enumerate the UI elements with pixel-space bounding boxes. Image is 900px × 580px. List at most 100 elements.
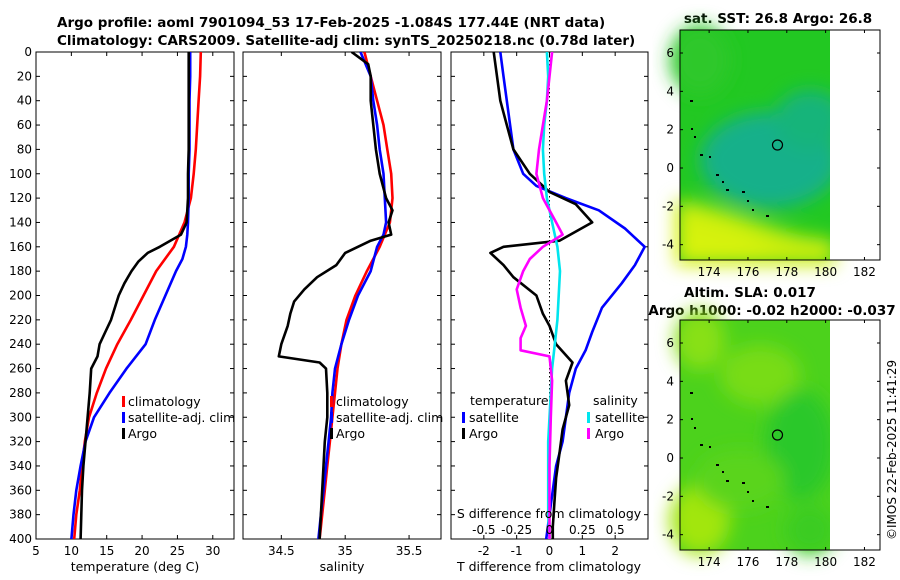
y-tick-label: 280: [9, 386, 32, 400]
temperature-xlabel: temperature (deg C): [71, 559, 200, 574]
lat-tick-label: 0: [666, 451, 674, 465]
y-tick-label: 260: [9, 362, 32, 376]
legend-satellite: satellite-adj. clim: [336, 410, 443, 425]
temperature-panel: 0 20 40 60 80 100 120 140 160 180 200 220 240 260 280 3…: [9, 45, 235, 574]
figure-title-line1: Argo profile: aoml 7901094_53 17-Feb-202…: [57, 15, 605, 31]
lon-tick-label: 174: [698, 265, 721, 279]
series-satellite-adj-clim: [70, 52, 192, 539]
x-tick-label: -2: [478, 544, 490, 558]
island-markers: [690, 100, 769, 217]
legend-climatology: climatology: [128, 394, 201, 409]
lon-tick-label: 176: [737, 555, 760, 569]
lat-tick-label: 2: [666, 413, 674, 427]
y-tick-label: 100: [9, 167, 32, 181]
argo-position-marker: [771, 429, 784, 441]
sst-map-title: sat. SST: 26.8 Argo: 26.8: [684, 11, 872, 27]
legend-satellite: satellite-adj. clim: [128, 410, 235, 425]
lat-tick-label: 2: [666, 123, 674, 137]
y-tick-label: 220: [9, 313, 32, 327]
y-tick-label: 160: [9, 240, 32, 254]
lon-tick-label: 180: [814, 265, 837, 279]
legend-swatch-climatology: [122, 396, 125, 407]
salinity-panel: 34.5 35 35.5 salinity climatology satellit…: [242, 51, 443, 574]
temperature-legend: climatology satellite-adj. clim Argo: [122, 394, 235, 441]
sla-map: Altim. SLA: 0.017 Argo h1000: -0.02 h200…: [648, 285, 895, 569]
lon-tick-label: 180: [814, 555, 837, 569]
salinity-legend: climatology satellite-adj. clim Argo: [330, 394, 443, 441]
salinity-lines: [277, 52, 394, 539]
lat-tick-label: 6: [666, 336, 674, 350]
legend-swatch-argo: [330, 428, 333, 439]
difference-depth-ticks: [451, 51, 648, 540]
lon-tick-label: 174: [698, 555, 721, 569]
series-s-satellite: [541, 52, 562, 539]
y-tick-label: 400: [9, 532, 32, 546]
lon-tick-label: 178: [775, 555, 798, 569]
lat-tick-label: 4: [666, 374, 674, 388]
s-difference-ticks: -0.5 -0.25 0 0.25 0.5: [472, 523, 625, 537]
imos-credit: ©IMOS 22-Feb-2025 11:41:29: [885, 360, 899, 540]
difference-x-ticks: -2 -1 0 1 2: [478, 52, 619, 558]
legend-swatch-t-satellite: [462, 412, 465, 423]
legend-temperature-title: temperature: [470, 393, 549, 408]
legend-t-satellite: satellite: [469, 410, 519, 425]
legend-salinity-title: salinity: [593, 393, 638, 408]
salinity-depth-ticks: [243, 51, 441, 540]
lat-tick-label: -4: [662, 528, 674, 542]
lat-tick-label: 6: [666, 46, 674, 60]
legend-swatch-s-argo: [587, 428, 590, 439]
series-climatology: [318, 52, 394, 539]
lon-tick-label: 178: [775, 265, 798, 279]
y-tick-label: 200: [9, 289, 32, 303]
x-tick-label: 34.5: [268, 544, 295, 558]
y-tick-label: 20: [17, 69, 32, 83]
x-tick-label: 25: [170, 544, 185, 558]
salinity-xlabel: salinity: [320, 559, 365, 574]
legend-swatch-s-satellite: [587, 412, 590, 423]
x-tick-label: 35: [338, 544, 353, 558]
lat-tick-label: -4: [662, 238, 674, 252]
difference-legend: temperature satellite Argo salinity sate…: [462, 393, 645, 441]
y-tick-label: 0: [24, 45, 32, 59]
y-tick-label: 80: [17, 142, 32, 156]
series-s-argo: [515, 52, 564, 539]
legend-swatch-t-argo: [462, 428, 465, 439]
legend-climatology: climatology: [336, 394, 409, 409]
y-tick-label: 60: [17, 118, 32, 132]
difference-panel: -2 -1 0 1 2 S difference from climatology -0…: [450, 51, 649, 574]
argo-position-marker: [771, 139, 784, 151]
lat-tick-label: 4: [666, 84, 674, 98]
x-tick-label: 5: [32, 544, 40, 558]
salinity-x-ticks: 34.5 35 35.5: [268, 52, 422, 558]
s-tick-label: 0: [546, 523, 554, 537]
x-tick-label: 35.5: [396, 544, 423, 558]
legend-argo: Argo: [128, 426, 157, 441]
y-tick-label: 140: [9, 215, 32, 229]
y-tick-label: 300: [9, 410, 32, 424]
s-tick-label: -0.25: [501, 523, 532, 537]
lon-tick-label: 182: [853, 265, 876, 279]
sla-map-ticks: 174 176 178 180 182 -4 -2 0 2 4 6: [662, 320, 880, 569]
y-tick-label: 340: [9, 459, 32, 473]
sla-map-title: Altim. SLA: 0.017: [684, 285, 816, 301]
x-tick-label: 0: [546, 544, 554, 558]
s-difference-label: S difference from climatology: [457, 506, 642, 521]
series-argo: [277, 52, 394, 539]
lat-tick-label: -2: [662, 489, 674, 503]
sst-field: [670, 25, 845, 265]
sst-map-blank: [830, 30, 880, 260]
series-t-argo: [489, 52, 594, 539]
s-tick-label: 0.5: [606, 523, 625, 537]
x-tick-label: 20: [134, 544, 149, 558]
x-tick-label: -1: [511, 544, 523, 558]
x-tick-label: 30: [205, 544, 220, 558]
sla-map-blank: [830, 320, 880, 550]
t-difference-xlabel: T difference from climatology: [456, 559, 642, 574]
sla-field: [670, 310, 835, 555]
lat-tick-label: 0: [666, 161, 674, 175]
y-tick-label: 240: [9, 337, 32, 351]
difference-lines: [489, 52, 647, 539]
temperature-x-ticks: 5 10 15 20 25 30: [32, 52, 220, 558]
temperature-lines: [70, 52, 203, 539]
